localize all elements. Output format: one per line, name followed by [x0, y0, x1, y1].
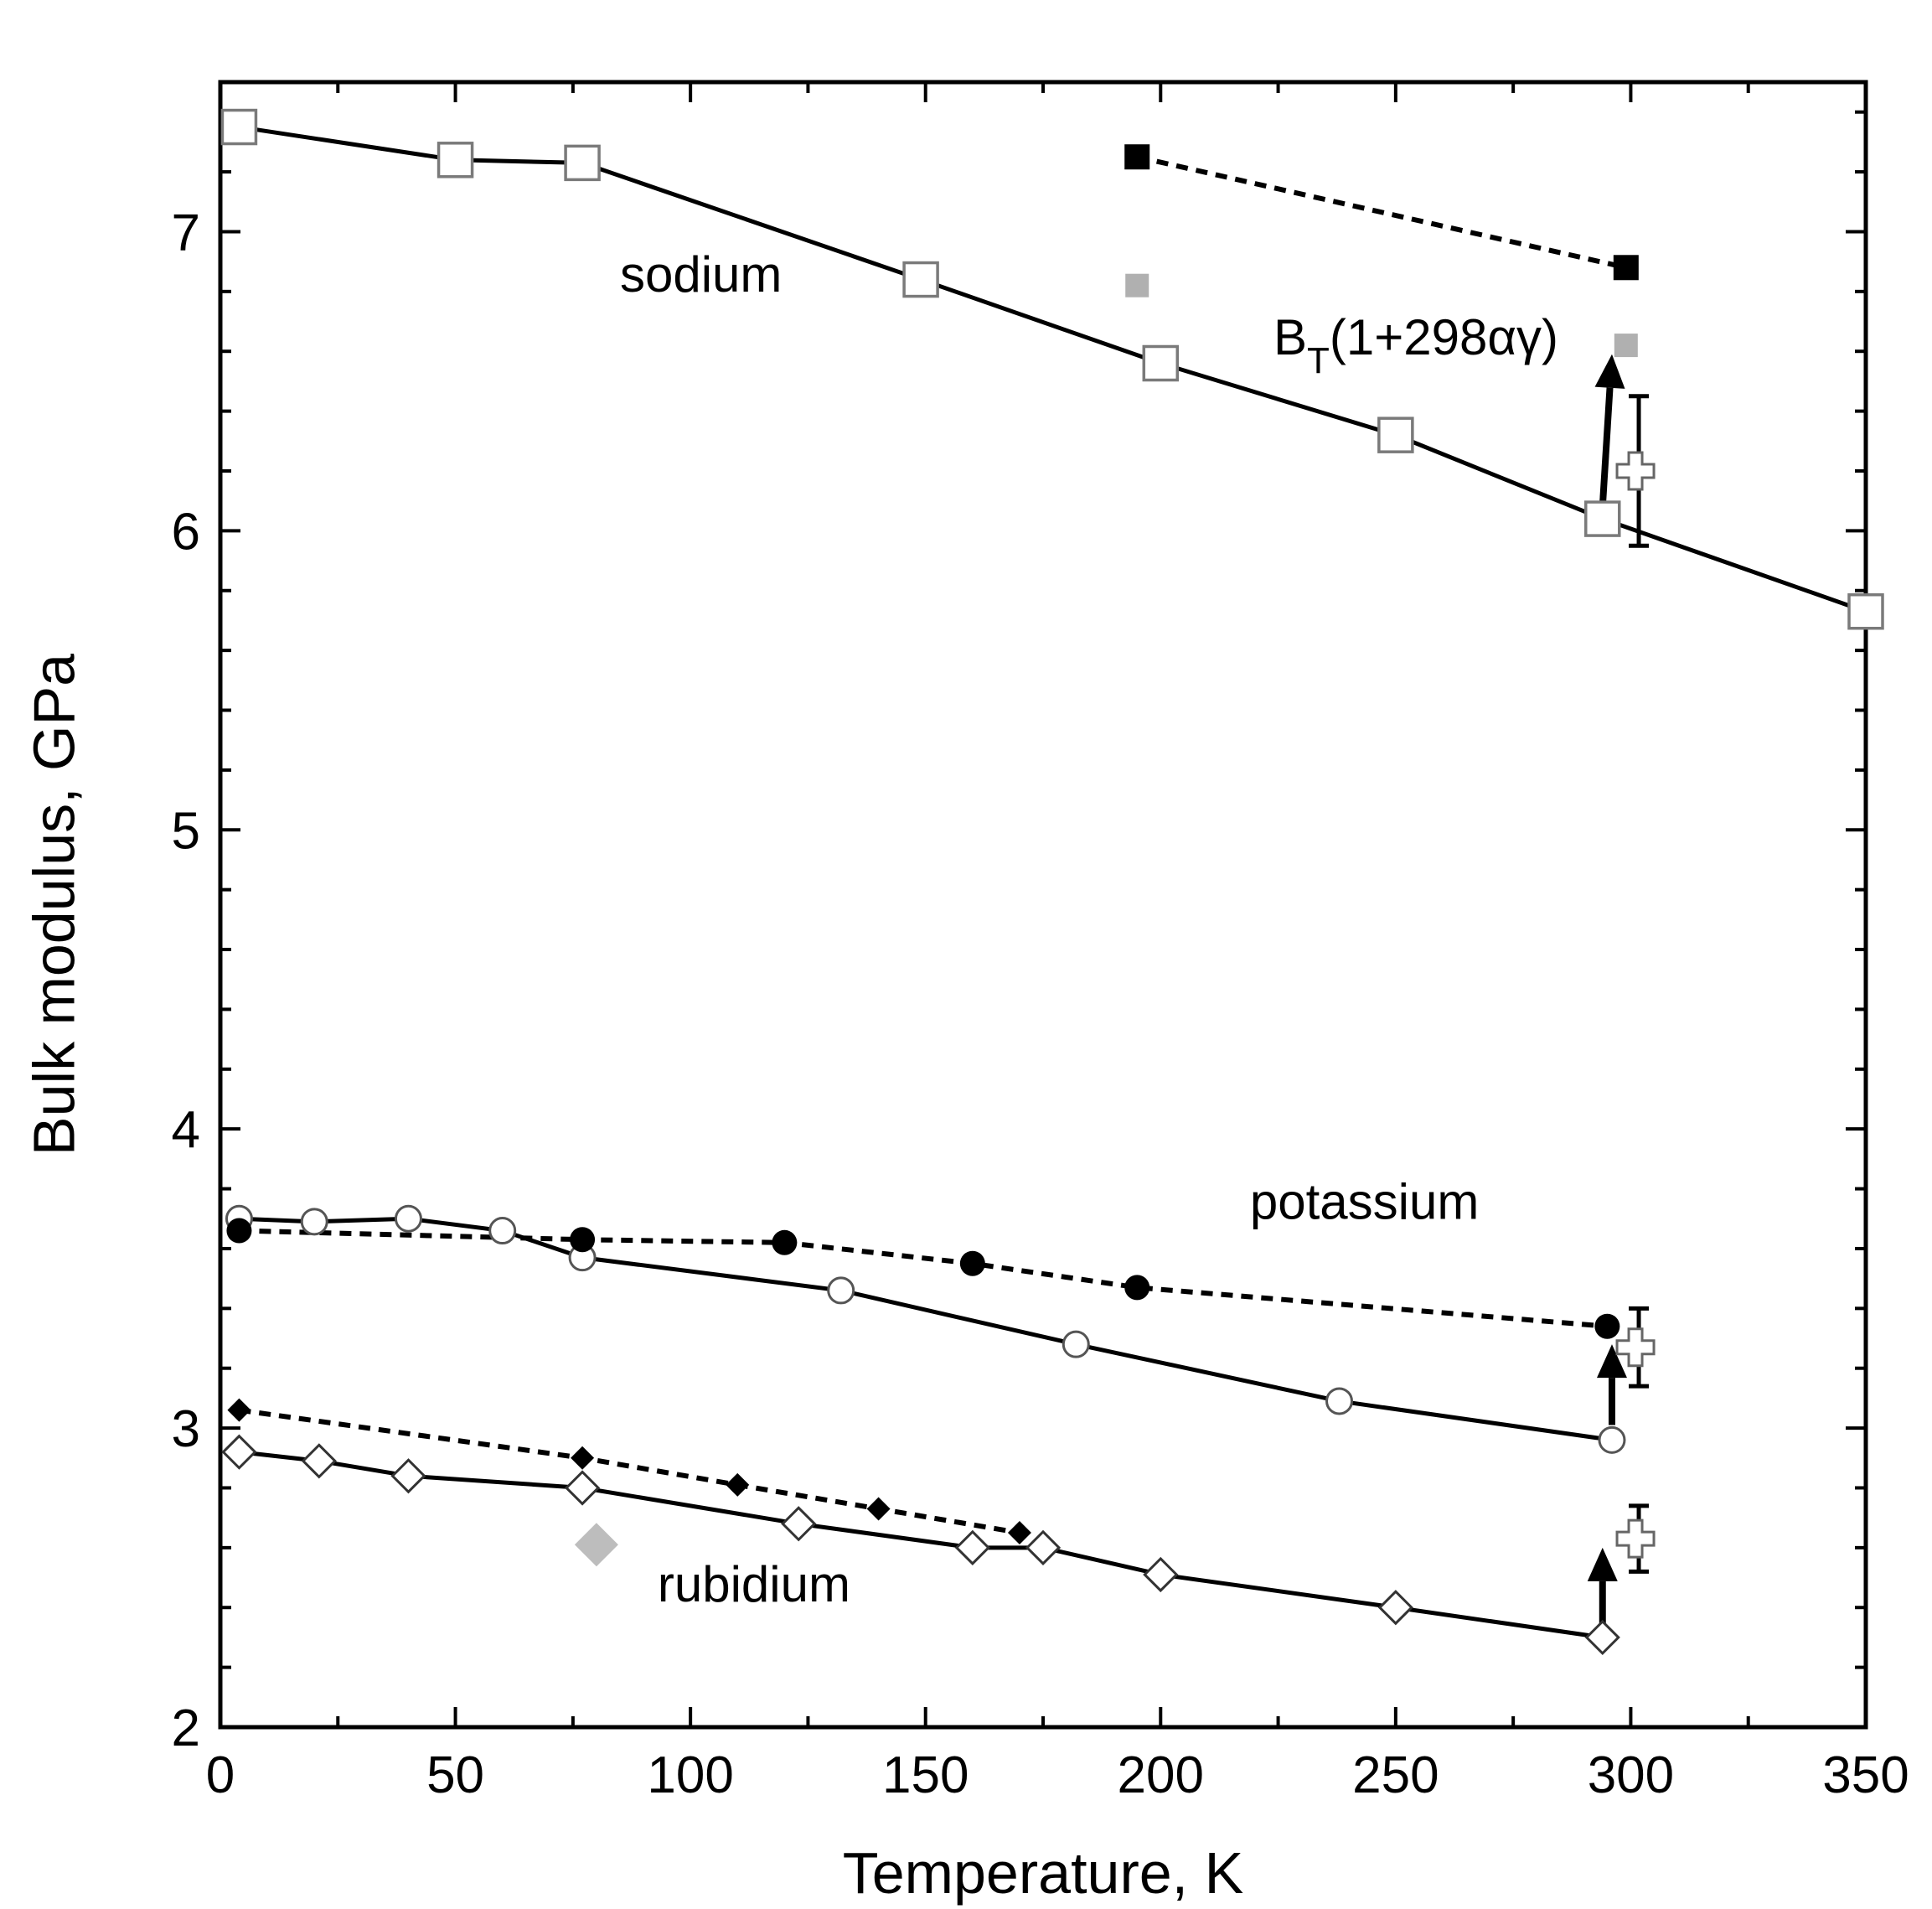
annotation-potassium: potassium — [1250, 1173, 1479, 1229]
y-axis-label: Bulk modulus, GPa — [21, 654, 86, 1156]
x-tick-label: 200 — [1118, 1746, 1204, 1804]
rubidium-filled-diamonds-point — [571, 1446, 595, 1470]
potassium-filled-circles-point — [959, 1250, 985, 1276]
y-tick-label: 7 — [172, 204, 200, 261]
rubidium-cross-point — [1615, 1518, 1656, 1559]
y-tick-label: 4 — [172, 1101, 200, 1159]
sodium-gray-squares-point — [1614, 334, 1638, 358]
annotation-sodium: sodium — [620, 246, 782, 303]
x-axis-label: Temperature, K — [843, 1840, 1244, 1906]
sodium-open-squares-point — [220, 108, 258, 146]
sodium-filled-squares-point — [1613, 255, 1639, 281]
arrow-head — [1594, 354, 1625, 389]
rubidium-open-diamonds-point — [301, 1443, 337, 1479]
series-line — [239, 1228, 1608, 1329]
arrow-head — [1596, 1344, 1627, 1379]
x-tick-label: 150 — [882, 1746, 969, 1804]
series-line — [239, 1216, 1613, 1442]
y-tick-label: 3 — [172, 1400, 200, 1458]
rubidium-open-diamonds-point — [781, 1506, 817, 1542]
potassium-open-circles-point — [300, 1208, 328, 1236]
annotation-rubidium: rubidium — [658, 1556, 850, 1612]
series-line — [239, 1407, 1020, 1535]
x-tick-label: 100 — [647, 1746, 733, 1804]
y-tick-label: 6 — [172, 503, 200, 561]
rubidium-open-diamonds-point — [1584, 1619, 1620, 1656]
series-line — [1136, 154, 1627, 271]
rubidium-open-diamonds-point — [954, 1529, 990, 1565]
rubidium-open-diamonds-point — [390, 1458, 426, 1494]
rubidium-filled-diamonds-point — [726, 1472, 750, 1497]
potassium-cross-point — [1615, 1327, 1656, 1368]
y-tick-label: 5 — [172, 802, 200, 860]
sodium-open-squares-point — [1377, 416, 1414, 453]
potassium-filled-circles-point — [570, 1227, 596, 1253]
potassium-filled-circles-point — [1124, 1275, 1150, 1301]
rubidium-open-diamonds-point — [1143, 1556, 1179, 1593]
sodium-open-squares-point — [564, 144, 601, 182]
x-tick-label: 50 — [426, 1746, 484, 1804]
annotation-adiabatic-correction: BT(1+298αγ) — [1273, 309, 1558, 381]
series-line — [239, 125, 1867, 614]
potassium-filled-circles-point — [772, 1229, 798, 1255]
rubidium-open-diamonds-point — [1377, 1590, 1413, 1626]
potassium-open-circles-point — [1598, 1425, 1626, 1454]
chart-text: Temperature, K Bulk modulus, GPa sodium … — [21, 246, 1558, 1906]
series-line — [239, 1450, 1604, 1640]
rubidium-filled-diamonds-point — [227, 1398, 251, 1422]
x-tick-label: 250 — [1352, 1746, 1439, 1804]
arrow-shaft — [1599, 387, 1614, 508]
axes: 0 50 100 150 200 250 300 350 2 3 4 5 6 7 — [172, 80, 1909, 1804]
sodium-open-squares-point — [1847, 592, 1884, 630]
annotation-formula: (1+298αγ) — [1330, 309, 1558, 365]
sodium-cross-point — [1615, 451, 1656, 491]
potassium-open-circles-point — [827, 1276, 855, 1305]
potassium-open-circles-point — [1062, 1330, 1090, 1358]
sodium-open-squares-point — [902, 261, 939, 298]
rubidium-filled-diamonds-point — [1007, 1521, 1031, 1545]
sodium-open-squares-point — [1584, 500, 1621, 537]
potassium-filled-circles-point — [1594, 1313, 1620, 1339]
potassium-filled-circles-point — [226, 1218, 252, 1244]
x-tick-label: 350 — [1822, 1746, 1909, 1804]
annotation-subscript: T — [1307, 340, 1330, 381]
sodium-open-squares-point — [437, 142, 474, 178]
potassium-open-circles-point — [1325, 1387, 1354, 1415]
x-tick-label: 0 — [206, 1746, 235, 1804]
rubidium-open-diamonds-point — [1025, 1529, 1062, 1565]
potassium-open-circles-point — [488, 1217, 517, 1245]
rubidium-filled-diamonds-point — [866, 1497, 891, 1521]
y-tick-label: 2 — [172, 1699, 200, 1757]
arrow-head — [1587, 1547, 1618, 1581]
sodium-filled-squares-point — [1124, 144, 1150, 170]
data-markers — [220, 108, 1884, 1656]
sodium-gray-squares-point — [1125, 273, 1149, 297]
sodium-open-squares-point — [1142, 344, 1180, 382]
rubidium-open-diamonds-point — [221, 1434, 257, 1470]
rubidium-open-diamonds-point — [564, 1470, 601, 1506]
annotation-b-symbol: B — [1273, 309, 1307, 365]
potassium-open-circles-point — [394, 1204, 422, 1233]
x-tick-label: 300 — [1588, 1746, 1674, 1804]
rubidium-gray-diamond-point — [574, 1523, 618, 1567]
